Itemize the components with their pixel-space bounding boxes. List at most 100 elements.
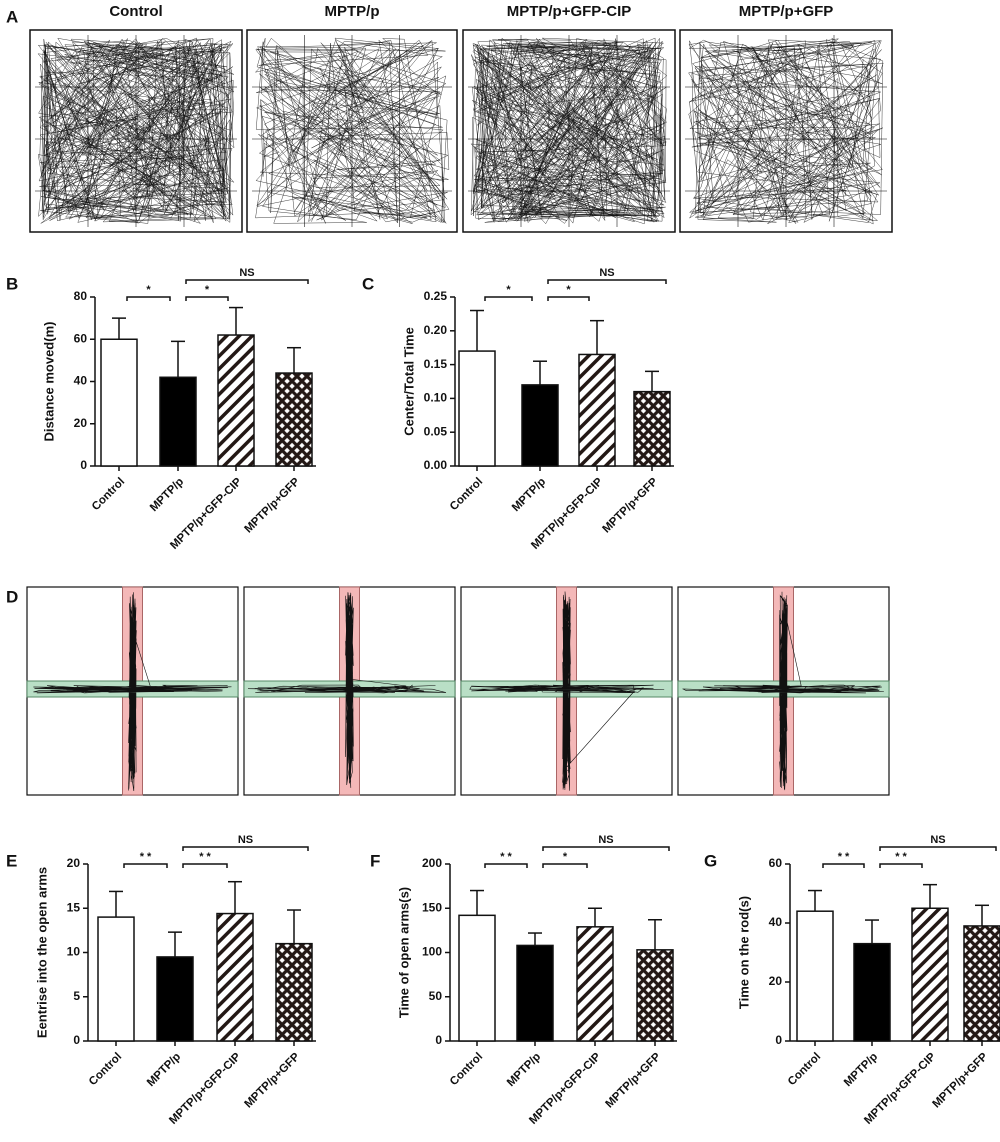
bar: [853, 942, 891, 1042]
bar: [911, 907, 949, 1042]
y-tick-label: 0.10: [424, 391, 448, 405]
significance-bracket: [182, 863, 228, 868]
bar: [216, 912, 254, 1042]
bar: [100, 338, 138, 467]
y-tick-label: 10: [67, 945, 81, 959]
y-tick-label: 20: [67, 856, 81, 870]
y-tick-label: 5: [73, 989, 80, 1003]
track: [247, 592, 447, 788]
y-tick-label: 0.25: [424, 289, 448, 303]
panel-label: C: [362, 274, 374, 293]
y-axis-label: Time on the rod(s): [736, 896, 751, 1009]
bar: [516, 944, 554, 1042]
panel-label: B: [6, 274, 18, 293]
significance-bracket: [185, 279, 309, 284]
significance-label: * *: [500, 851, 512, 863]
x-tick-label: MPTP/p: [505, 1051, 543, 1089]
y-tick-label: 15: [67, 900, 81, 914]
significance-bracket: [182, 846, 309, 851]
y-tick-label: 40: [74, 374, 88, 388]
significance-label: *: [506, 284, 511, 296]
track: [688, 37, 884, 225]
x-tick-label: MPTP/p+GFP: [600, 476, 660, 536]
bar: [275, 372, 313, 467]
x-tick-label: MPTP/p: [842, 1051, 880, 1089]
track: [682, 591, 884, 791]
x-tick-label: MPTP/p+GFP: [930, 1051, 990, 1111]
significance-bracket: [547, 296, 590, 301]
y-tick-label: 20: [74, 416, 88, 430]
x-tick-label: MPTP/p+GFP: [242, 1051, 302, 1111]
y-tick-label: 40: [769, 915, 783, 929]
significance-bracket: [126, 296, 171, 301]
x-tick-label: Control: [87, 1051, 124, 1088]
significance-label: * *: [199, 851, 211, 863]
y-tick-label: 150: [422, 900, 442, 914]
significance-bracket: [542, 863, 588, 868]
x-tick-label: Control: [448, 476, 485, 513]
arena-title: MPTP/p: [325, 3, 380, 20]
y-tick-label: 80: [74, 289, 88, 303]
x-tick-label: MPTP/p: [145, 1051, 183, 1089]
y-axis-label: Time of open arms(s): [396, 887, 411, 1018]
bar: [156, 956, 194, 1042]
significance-label: NS: [598, 834, 613, 846]
bar: [796, 910, 834, 1042]
arena-title: MPTP/p+GFP: [739, 3, 834, 20]
y-tick-label: 20: [769, 974, 783, 988]
y-tick-label: 0: [73, 1033, 80, 1047]
y-tick-label: 50: [429, 989, 443, 1003]
y-tick-label: 60: [769, 856, 783, 870]
significance-bracket: [822, 863, 865, 868]
significance-label: *: [205, 284, 210, 296]
y-tick-label: 0.15: [424, 357, 448, 371]
x-tick-label: Control: [90, 476, 127, 513]
significance-bracket: [123, 863, 168, 868]
arena-title: MPTP/p+GFP-CIP: [507, 3, 632, 20]
track: [254, 37, 450, 224]
bar: [97, 916, 135, 1042]
panel-label: D: [6, 587, 18, 606]
x-tick-label: Control: [786, 1051, 823, 1088]
track: [37, 37, 235, 224]
significance-label: * *: [838, 851, 850, 863]
y-axis-label: Center/Total Time: [401, 327, 416, 436]
bar: [458, 914, 496, 1042]
significance-label: NS: [238, 834, 253, 846]
significance-label: * *: [140, 851, 152, 863]
significance-label: *: [566, 284, 571, 296]
track: [469, 591, 665, 791]
panel-label: E: [6, 851, 17, 870]
y-axis-label: Eentrise into the open arms: [34, 867, 49, 1038]
bar: [636, 949, 674, 1042]
bar: [458, 350, 496, 467]
significance-bracket: [547, 279, 667, 284]
significance-label: NS: [239, 267, 254, 279]
panel-label: G: [704, 851, 717, 870]
bar: [275, 942, 313, 1042]
significance-label: NS: [599, 267, 614, 279]
x-tick-label: Control: [448, 1051, 485, 1088]
track: [470, 37, 668, 225]
y-tick-label: 200: [422, 856, 442, 870]
significance-label: NS: [930, 834, 945, 846]
y-tick-label: 0: [435, 1033, 442, 1047]
significance-bracket: [879, 846, 997, 851]
significance-bracket: [542, 846, 670, 851]
x-tick-label: MPTP/p: [148, 476, 186, 514]
y-tick-label: 0: [775, 1033, 782, 1047]
bar: [578, 353, 616, 467]
track: [33, 592, 232, 792]
panel-label: A: [6, 7, 18, 26]
y-tick-label: 0.20: [424, 323, 448, 337]
panel-label: F: [370, 851, 380, 870]
bar: [217, 334, 255, 467]
significance-bracket: [484, 863, 528, 868]
y-tick-label: 60: [74, 331, 88, 345]
y-tick-label: 0: [80, 458, 87, 472]
x-tick-label: MPTP/p+GFP: [242, 476, 302, 536]
significance-bracket: [484, 296, 533, 301]
bar: [633, 390, 671, 467]
significance-label: * *: [895, 851, 907, 863]
